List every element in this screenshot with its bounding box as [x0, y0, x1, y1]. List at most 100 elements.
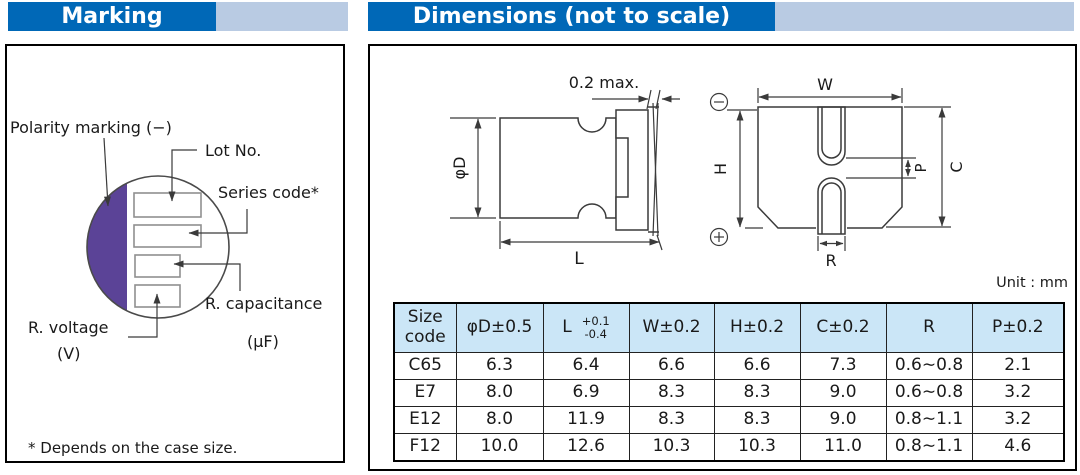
length-dim-label: L — [574, 249, 584, 269]
r-capacitance-unit-label: (μF) — [247, 332, 279, 351]
dimensions-panel: 0.2 max. φD L — [368, 44, 1077, 471]
length-ext-right — [656, 234, 663, 251]
lot-no-callout-arrow — [168, 149, 197, 202]
marking-section-header: Marking — [8, 2, 216, 31]
value-cell: 10.0 — [455, 433, 544, 462]
value-cell: 0.6∼0.8 — [885, 352, 973, 380]
value-cell: 6.3 — [455, 352, 544, 380]
dimensions-section-title: Dimensions (not to scale) — [412, 4, 731, 29]
length-tolerance: +0.1 -0.4 — [581, 313, 610, 341]
col-header-diameter: φD±0.5 — [455, 302, 544, 353]
negative-pad-inner-outline — [821, 107, 842, 159]
marking-header-bar-extension — [216, 2, 348, 31]
value-cell: 6.9 — [542, 379, 630, 407]
tilted-end-plate — [648, 102, 659, 237]
col-header-c: C±0.2 — [799, 302, 887, 353]
value-cell: 12.6 — [542, 433, 630, 462]
marking-section-title: Marking — [61, 4, 163, 29]
size-code-cell: E7 — [393, 379, 457, 407]
value-cell: 8.3 — [713, 379, 801, 407]
dimensions-section-header: Dimensions (not to scale) — [368, 2, 775, 31]
marking-panel: Polarity marking (−) Lot No. Series code… — [5, 44, 345, 463]
value-cell: 6.4 — [542, 352, 630, 380]
lot-no-box — [133, 192, 202, 218]
height-dim-label: H — [711, 163, 730, 175]
table-row: E7 8.0 6.9 8.3 8.3 9.0 0.6∼0.8 3.2 — [393, 379, 1065, 407]
dimensions-table: Size code φD±0.5 L +0.1 -0.4 W±0.2 H±0.2 — [393, 302, 1065, 462]
polarity-callout-arrow — [103, 137, 111, 207]
length-tolerance-minus: -0.4 — [584, 327, 607, 341]
case-size-footnote: * Depends on the case size. — [28, 439, 237, 457]
capacitor-face-circle — [86, 175, 230, 319]
negative-terminal-pad — [817, 106, 846, 166]
pitch-dim-label: P — [912, 163, 930, 172]
value-cell: 0.8∼1.1 — [885, 406, 973, 434]
unit-note: Unit : mm — [996, 275, 1068, 291]
r-voltage-label: R. voltage — [28, 318, 109, 337]
capacitance-box — [134, 254, 181, 278]
voltage-callout-arrow — [128, 293, 161, 338]
positive-terminal-pad — [817, 177, 846, 235]
width-dim-label: W — [817, 75, 833, 94]
bottom-view-drawing: W H C P R — [709, 75, 966, 270]
value-cell: 7.3 — [799, 352, 887, 380]
col-header-width: W±0.2 — [628, 302, 715, 353]
marking-diagram: Polarity marking (−) Lot No. Series code… — [10, 118, 322, 457]
series-code-box — [133, 224, 202, 248]
clearance-ext-line-1 — [646, 89, 652, 110]
table-header-row: Size code φD±0.5 L +0.1 -0.4 W±0.2 H±0.2 — [393, 302, 1065, 353]
r-voltage-unit-label: (V) — [57, 344, 80, 363]
value-cell: 3.2 — [971, 379, 1065, 407]
length-header-symbol: L — [562, 317, 572, 338]
clearance-dim-label: 0.2 max. — [569, 73, 639, 92]
size-code-cell: C65 — [393, 352, 457, 380]
polarity-label: Polarity marking (−) — [10, 118, 172, 137]
r-capacitance-label: R. capacitance — [205, 294, 322, 313]
value-cell: 8.0 — [455, 379, 544, 407]
col-header-p: P±0.2 — [971, 302, 1065, 353]
value-cell: 11.9 — [542, 406, 630, 434]
col-header-length: L +0.1 -0.4 — [542, 302, 630, 353]
value-cell: 10.3 — [713, 433, 801, 462]
value-cell: 8.3 — [713, 406, 801, 434]
value-cell: 4.6 — [971, 433, 1065, 462]
negative-terminal-icon — [709, 92, 729, 112]
value-cell: 6.6 — [628, 352, 715, 380]
side-view-drawing: 0.2 max. φD L — [450, 73, 680, 269]
value-cell: 3.2 — [971, 406, 1065, 434]
polarity-marking-region — [86, 183, 127, 311]
dimensions-header-bar-extension — [775, 2, 1074, 31]
value-cell: 0.6∼0.8 — [885, 379, 973, 407]
capacitance-callout-arrow — [173, 260, 241, 291]
lot-no-label: Lot No. — [205, 141, 261, 160]
pad-width-dim-label: R — [825, 251, 836, 270]
value-cell: 11.0 — [799, 433, 887, 462]
positive-terminal-icon — [709, 227, 729, 247]
dimensions-drawings: 0.2 max. φD L — [450, 73, 966, 270]
col-header-size-code: Size code — [393, 302, 457, 353]
value-cell: 8.3 — [628, 379, 715, 407]
value-cell: 0.8∼1.1 — [885, 433, 973, 462]
size-code-cell: F12 — [393, 433, 457, 462]
value-cell: 8.0 — [455, 406, 544, 434]
positive-pad-inner-outline — [821, 182, 842, 234]
capacitor-body-side — [499, 117, 617, 219]
length-tolerance-plus: +0.1 — [581, 313, 610, 328]
value-cell: 6.6 — [713, 352, 801, 380]
size-code-cell: E12 — [393, 406, 457, 434]
value-cell: 9.0 — [799, 379, 887, 407]
base-plate-side — [615, 109, 649, 231]
clearance-ext-line-2 — [655, 89, 661, 110]
value-cell: 9.0 — [799, 406, 887, 434]
value-cell: 2.1 — [971, 352, 1065, 380]
table-row: F12 10.0 12.6 10.3 10.3 11.0 0.8∼1.1 4.6 — [393, 433, 1065, 462]
col-header-r: R — [885, 302, 973, 353]
c-dim-label: C — [947, 161, 966, 172]
table-row: C65 6.3 6.4 6.6 6.6 7.3 0.6∼0.8 2.1 — [393, 352, 1065, 380]
col-header-height: H±0.2 — [713, 302, 801, 353]
diameter-dim-label: φD — [450, 157, 469, 180]
series-code-callout-arrow — [188, 209, 248, 237]
capacitor-body-bottom — [757, 106, 903, 229]
value-cell: 8.3 — [628, 406, 715, 434]
